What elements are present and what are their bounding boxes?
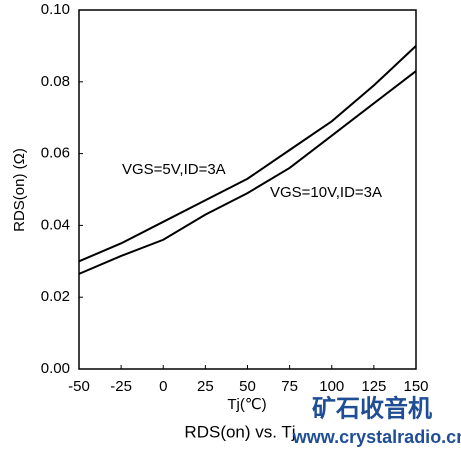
y-tick-label: 0.10 <box>41 1 70 18</box>
series-label: VGS=5V,ID=3A <box>122 161 226 178</box>
y-tick-label: 0.00 <box>41 360 70 377</box>
x-tick-label: 100 <box>319 378 344 395</box>
x-tick-label: -50 <box>68 378 90 395</box>
series-line <box>78 70 417 275</box>
y-tick-label: 0.06 <box>41 145 70 162</box>
x-axis-label: Tj(℃) <box>227 396 266 413</box>
x-tick-label: 50 <box>239 378 256 395</box>
chart-title: RDS(on) vs. Tj <box>184 422 295 441</box>
y-tick-label: 0.02 <box>41 288 70 305</box>
x-tick-label: 150 <box>403 378 428 395</box>
x-tick-label: -25 <box>110 378 132 395</box>
series-label: VGS=10V,ID=3A <box>270 184 382 201</box>
y-axis-label: RDS(on) (Ω) <box>11 148 28 232</box>
y-tick-label: 0.04 <box>41 216 70 233</box>
watermark: 矿石收音机 <box>312 394 432 422</box>
watermark: www.crystalradio.cn <box>292 427 461 447</box>
x-tick-label: 75 <box>281 378 298 395</box>
x-tick-label: 0 <box>159 378 167 395</box>
y-tick-label: 0.08 <box>41 73 70 90</box>
x-tick-label: 25 <box>197 378 214 395</box>
x-tick-label: 125 <box>361 378 386 395</box>
series-line <box>78 45 417 263</box>
